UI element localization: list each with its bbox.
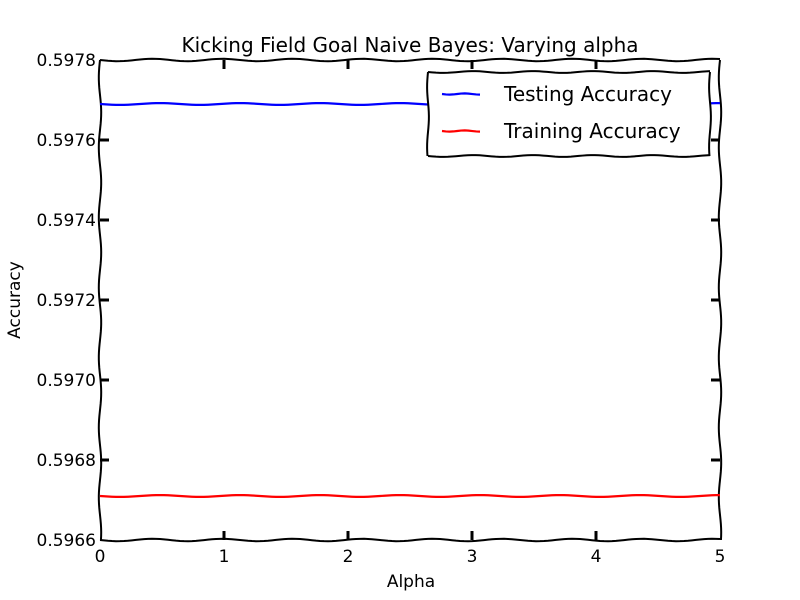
y-tick-label: 0.5966 — [37, 531, 96, 551]
legend-background — [428, 72, 710, 156]
x-tick-label: 3 — [467, 547, 478, 567]
x-tick-label: 1 — [219, 547, 230, 567]
x-tick-label: 5 — [715, 547, 726, 567]
series-layer — [99, 101, 721, 499]
legend-border-left — [426, 71, 430, 157]
y-tick-label: 0.5968 — [37, 451, 96, 471]
legend-border-right — [708, 71, 712, 157]
legend-label-training: Training Accuracy — [503, 119, 681, 143]
tick-layer: 0 1 2 3 4 5 0.5966 0.5968 0.5970 0.5972 0.5974 0.59… — [37, 51, 726, 567]
y-axis-label: Accuracy — [5, 261, 25, 339]
y-tick-label: 0.5978 — [37, 51, 96, 71]
legend-label-testing: Testing Accuracy — [503, 82, 672, 106]
x-tick-label: 4 — [591, 547, 602, 567]
y-tick-label: 0.5974 — [37, 211, 96, 231]
frame-top — [99, 57, 721, 63]
y-tick-label: 0.5970 — [37, 371, 96, 391]
y-tick-label: 0.5976 — [37, 131, 96, 151]
series-line-training — [99, 493, 721, 499]
legend-swatch-training — [441, 129, 481, 133]
x-axis-label: Alpha — [387, 572, 435, 592]
legend-border-top — [427, 70, 711, 74]
legend-swatch-testing — [441, 92, 481, 96]
legend: Testing Accuracy Training Accuracy — [426, 70, 712, 158]
frame-bottom — [99, 537, 721, 543]
chart-title: Kicking Field Goal Naive Bayes: Varying … — [181, 33, 638, 57]
x-tick-label: 0 — [95, 547, 106, 567]
y-tick-label: 0.5972 — [37, 291, 96, 311]
x-tick-label: 2 — [343, 547, 354, 567]
legend-border-bottom — [427, 154, 711, 158]
